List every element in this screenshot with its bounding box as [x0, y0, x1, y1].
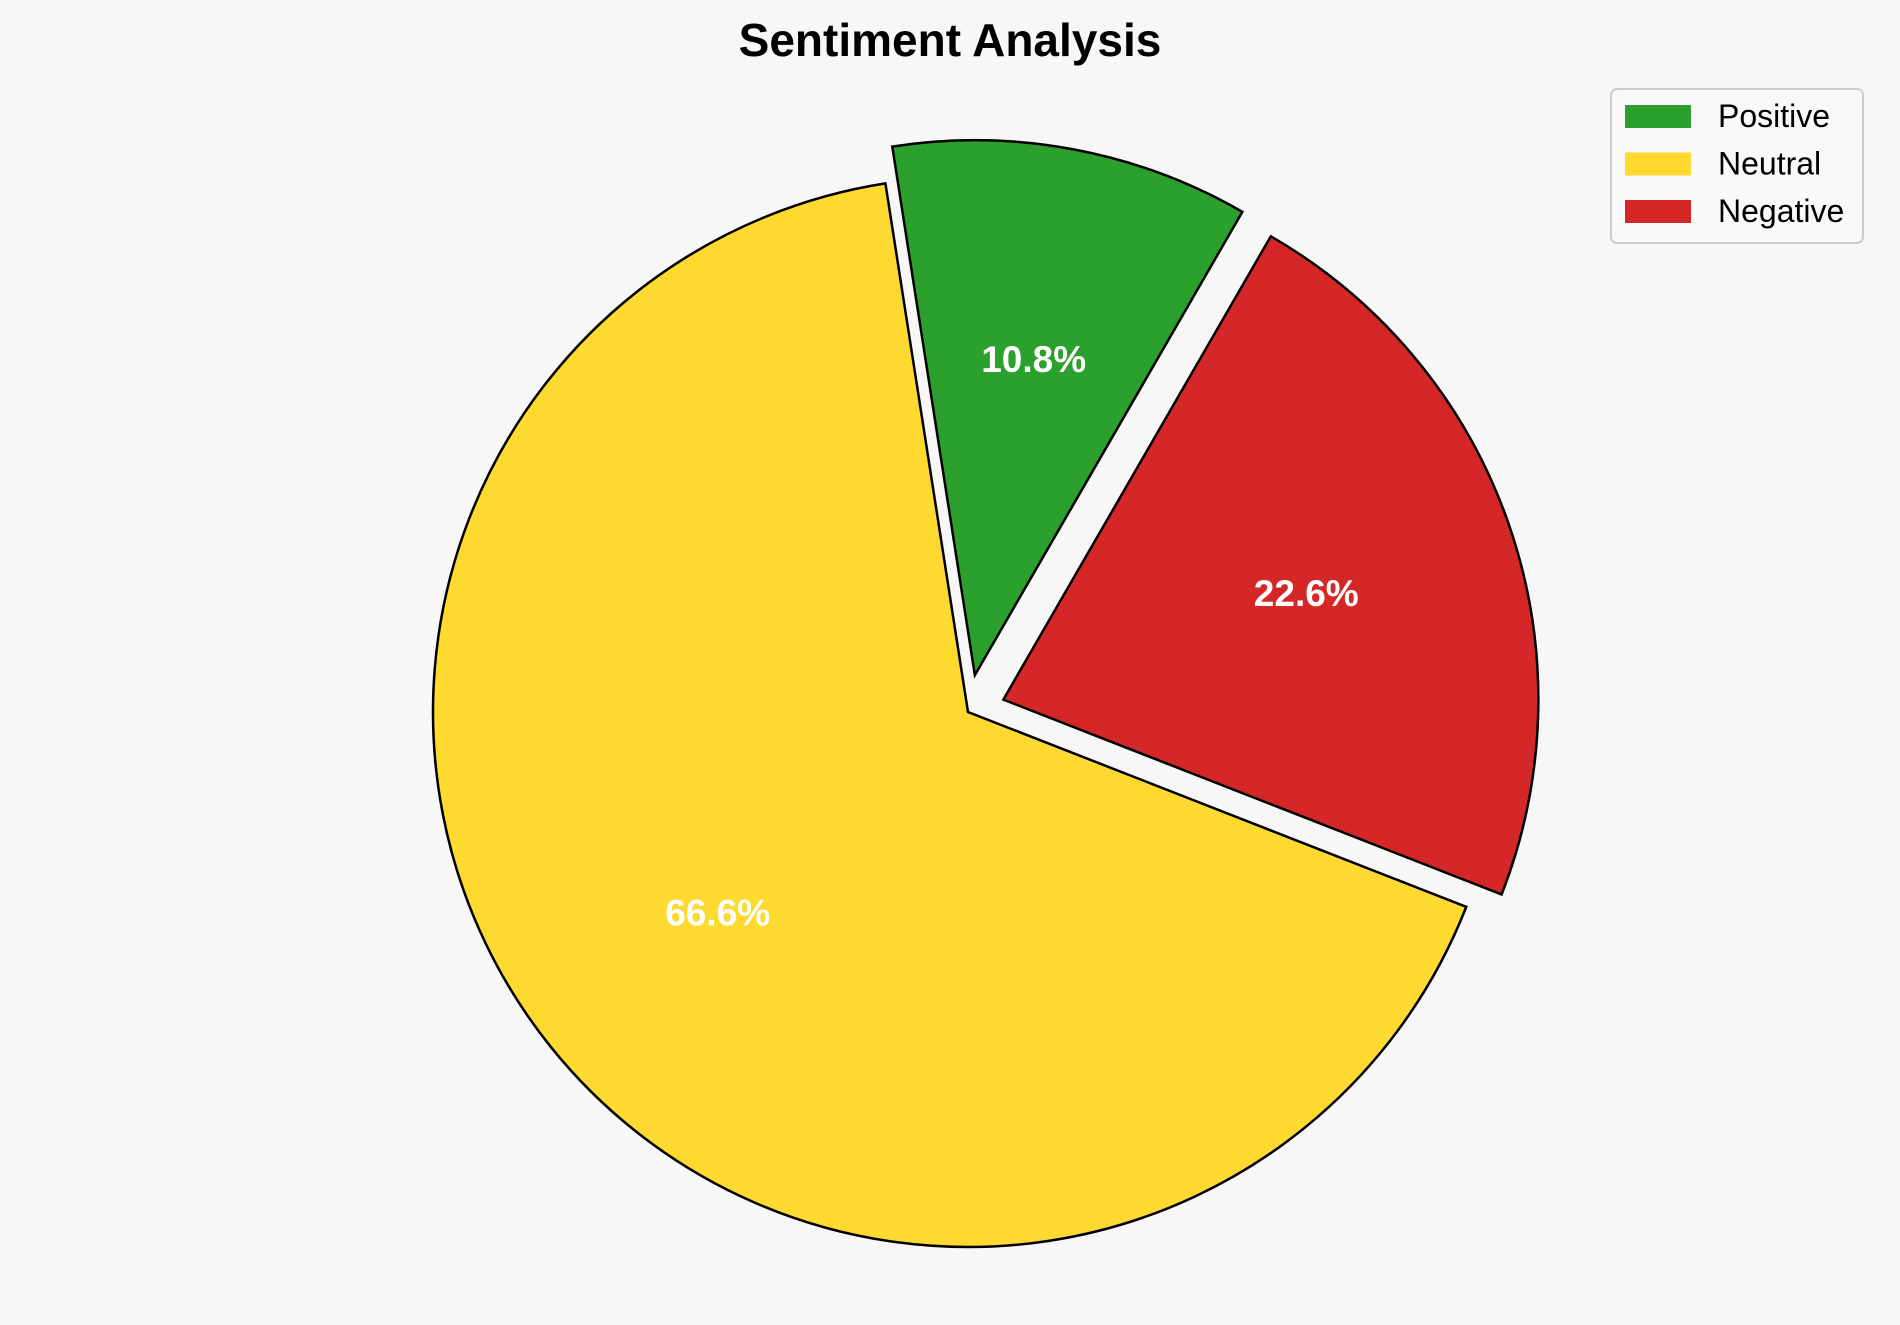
pie-slices	[431, 138, 1540, 1249]
pie-slice-negative	[1001, 234, 1540, 897]
legend-label-neutral: Neutral	[1718, 146, 1821, 182]
legend-label-positive: Positive	[1718, 98, 1830, 134]
legend-swatch-negative	[1625, 200, 1691, 223]
legend-swatch-neutral	[1625, 152, 1691, 176]
pie-label-negative: 22.6%	[1254, 573, 1359, 614]
chart-title: Sentiment Analysis	[739, 14, 1162, 66]
pie-slice-neutral	[431, 181, 1468, 1249]
pie-slice-labels: 10.8% 66.6% 22.6%	[665, 339, 1358, 933]
legend: Positive Neutral Negative	[1610, 88, 1864, 244]
pie-slice-positive	[890, 138, 1245, 679]
legend-swatch-positive	[1625, 105, 1691, 128]
legend-label-negative: Negative	[1718, 193, 1844, 229]
pie-label-neutral: 66.6%	[665, 892, 770, 933]
pie-label-positive: 10.8%	[981, 339, 1086, 380]
